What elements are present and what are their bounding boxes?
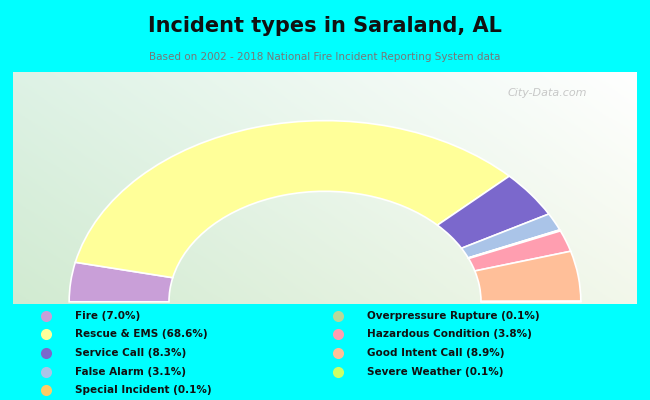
Wedge shape <box>462 214 560 258</box>
Wedge shape <box>69 262 173 302</box>
Text: Incident types in Saraland, AL: Incident types in Saraland, AL <box>148 16 502 36</box>
Text: Rescue & EMS (68.6%): Rescue & EMS (68.6%) <box>75 329 207 339</box>
Text: Special Incident (0.1%): Special Incident (0.1%) <box>75 386 211 395</box>
Wedge shape <box>481 301 581 302</box>
Text: Fire (7.0%): Fire (7.0%) <box>75 310 140 320</box>
Wedge shape <box>75 121 510 278</box>
Text: City-Data.com: City-Data.com <box>508 88 587 98</box>
Text: Based on 2002 - 2018 National Fire Incident Reporting System data: Based on 2002 - 2018 National Fire Incid… <box>150 52 500 62</box>
Text: Severe Weather (0.1%): Severe Weather (0.1%) <box>367 367 504 377</box>
Wedge shape <box>437 176 549 248</box>
Text: Overpressure Rupture (0.1%): Overpressure Rupture (0.1%) <box>367 310 540 320</box>
Wedge shape <box>469 231 571 271</box>
Text: False Alarm (3.1%): False Alarm (3.1%) <box>75 367 186 377</box>
Wedge shape <box>468 230 560 258</box>
Wedge shape <box>474 251 581 302</box>
Wedge shape <box>469 230 560 258</box>
Text: Hazardous Condition (3.8%): Hazardous Condition (3.8%) <box>367 329 532 339</box>
Text: Service Call (8.3%): Service Call (8.3%) <box>75 348 186 358</box>
Text: Good Intent Call (8.9%): Good Intent Call (8.9%) <box>367 348 505 358</box>
